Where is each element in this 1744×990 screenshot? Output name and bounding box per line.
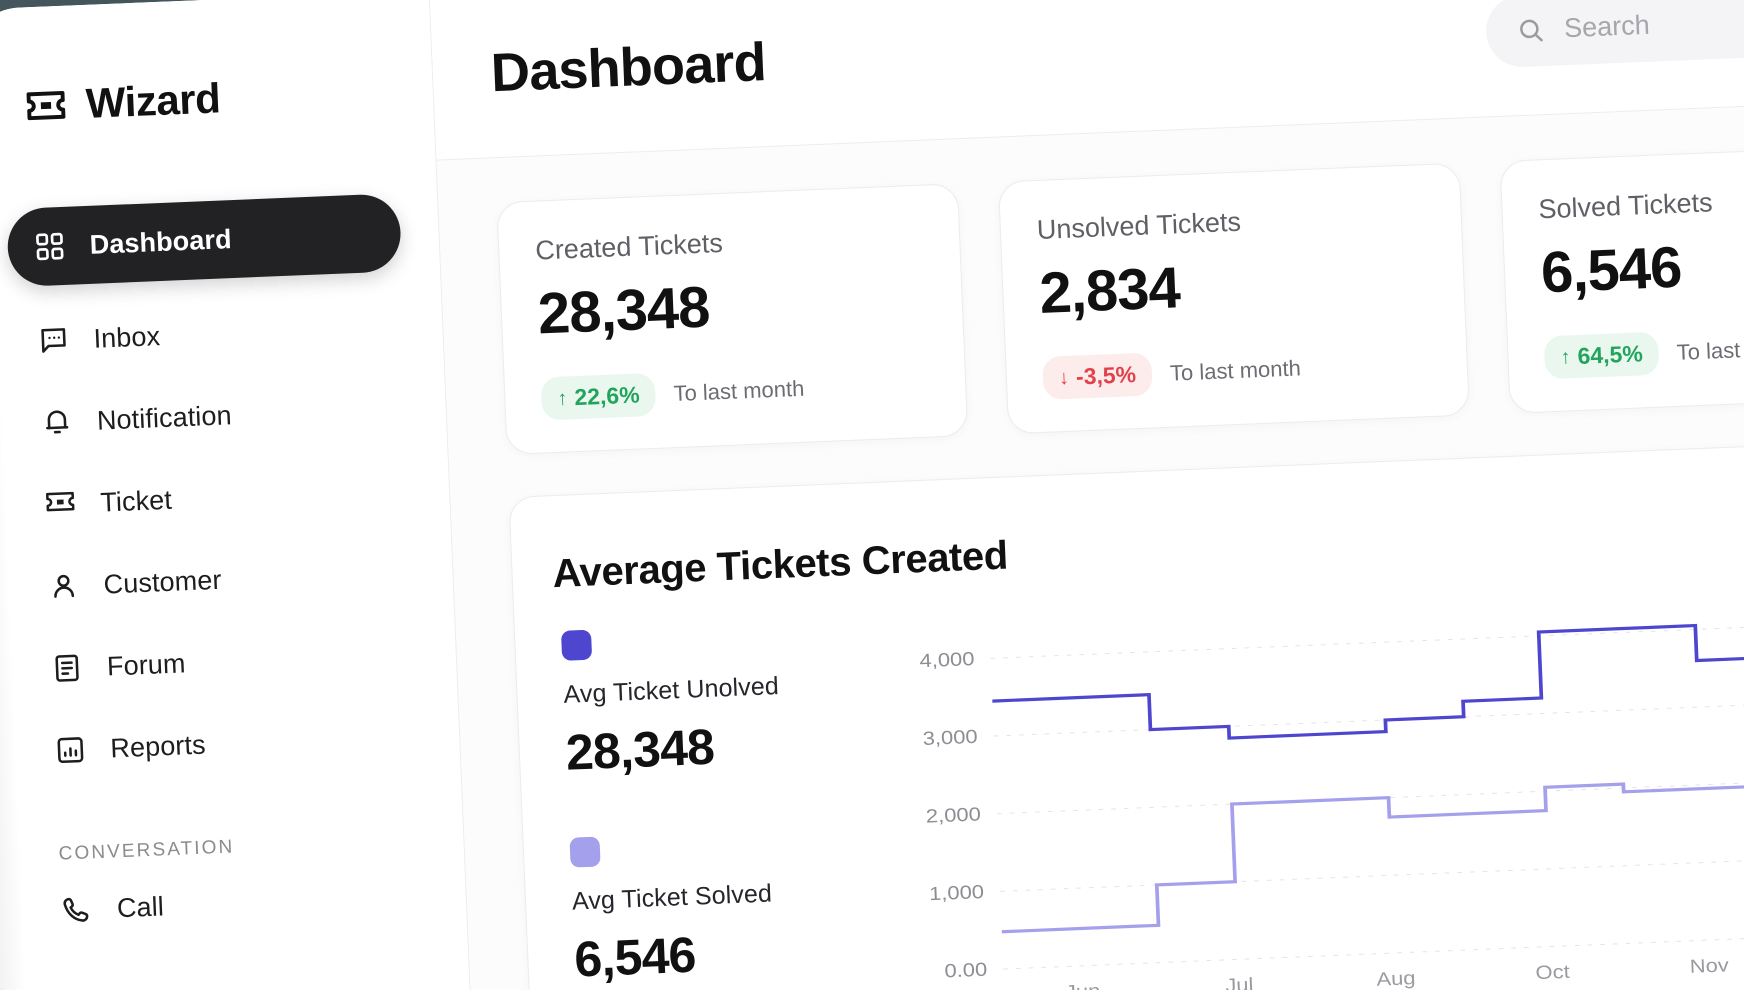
sidebar-item-ticket[interactable]: Ticket	[17, 457, 412, 539]
chart-header-spacer	[1006, 479, 1744, 512]
stat-card-footer: ↑ 22,6% To last month	[540, 362, 930, 421]
sidebar-item-label: Reports	[109, 729, 207, 763]
stat-delta: -3,5%	[1075, 361, 1137, 390]
svg-text:0.00: 0.00	[944, 959, 988, 982]
arrow-up-icon: ↑	[556, 386, 568, 410]
sidebar-item-label: Customer	[103, 564, 223, 600]
svg-text:Jun: Jun	[1065, 980, 1101, 990]
stat-card-value: 6,546	[1539, 234, 1683, 306]
sidebar-item-dashboard[interactable]: Dashboard	[6, 193, 403, 288]
legend-swatch	[569, 836, 601, 868]
sidebar: Wizard Dashboard	[0, 0, 481, 990]
stat-card-footer: ↓ -3,5% To last month	[1042, 341, 1431, 400]
legend-item-unsolved: Avg Ticket Unolved 28,348	[560, 619, 867, 782]
message-icon	[37, 324, 70, 357]
main-content: Dashboard Search	[429, 0, 1744, 990]
stat-delta: 22,6%	[573, 381, 641, 411]
sidebar-item-label: Ticket	[99, 484, 173, 518]
stat-card-unsolved-tickets: Unsolved Tickets 2,834 ↓ -3,5% To last m…	[997, 162, 1470, 435]
search-input[interactable]: Search	[1484, 0, 1744, 68]
topbar-spacer	[766, 32, 1487, 62]
user-icon	[47, 570, 80, 603]
sidebar-item-notification[interactable]: Notification	[14, 375, 409, 457]
stat-delta: 64,5%	[1577, 340, 1644, 369]
sidebar-item-inbox[interactable]: Inbox	[10, 293, 405, 375]
arrow-down-icon: ↓	[1058, 366, 1070, 389]
sidebar-item-label: Inbox	[92, 320, 161, 354]
stat-card-value: 2,834	[1038, 255, 1181, 326]
sidebar-nav-conversation: Call	[0, 861, 467, 946]
chart-plot-area: 4,0003,0002,0001,0000.00JunJulAugOctNovD…	[889, 574, 1744, 990]
svg-text:Oct: Oct	[1535, 961, 1570, 984]
grid-icon	[33, 230, 66, 263]
sidebar-item-reports[interactable]: Reports	[27, 703, 422, 785]
ticket-icon	[44, 488, 77, 521]
stat-card-title: Created Tickets	[534, 227, 724, 266]
sidebar-item-forum[interactable]: Forum	[24, 621, 419, 703]
page-title: Dashboard	[489, 31, 767, 103]
sidebar-item-label: Call	[116, 890, 165, 923]
legend-item-solved: Avg Ticket Solved 6,546	[569, 825, 875, 988]
chart-legend: Avg Ticket Unolved 28,348 Avg Ticket Sol…	[555, 619, 878, 990]
chart-icon	[54, 733, 87, 766]
status-badge: ↑ 22,6%	[540, 372, 657, 421]
stat-card-solved-tickets: Solved Tickets 6,546 ↑ 64,5% To last mon…	[1499, 142, 1744, 414]
stat-card-created-tickets: Created Tickets 28,348 ↑ 22,6% To last m…	[496, 183, 969, 455]
legend-label: Avg Ticket Solved	[571, 879, 773, 916]
dashboard-content: Created Tickets 28,348 ↑ 22,6% To last m…	[437, 96, 1744, 990]
arrow-up-icon: ↑	[1560, 345, 1572, 369]
stat-card-title: Unsolved Tickets	[1036, 206, 1242, 246]
stat-note: To last month	[1169, 354, 1302, 386]
brand-name: Wizard	[84, 74, 222, 127]
status-badge: ↑ 64,5%	[1543, 331, 1660, 380]
svg-text:2,000: 2,000	[925, 804, 981, 828]
top-bar: Dashboard Search	[429, 0, 1744, 161]
legend-value: 6,546	[573, 926, 697, 988]
stat-note: To last month	[673, 375, 805, 406]
status-badge: ↓ -3,5%	[1042, 352, 1153, 400]
svg-text:Aug: Aug	[1376, 967, 1416, 990]
svg-text:3,000: 3,000	[922, 726, 978, 750]
chart-header: Average Tickets Created Monthly	[551, 473, 1744, 597]
svg-text:1,000: 1,000	[929, 881, 985, 905]
stat-card-value: 28,348	[536, 274, 711, 347]
phone-icon	[60, 893, 93, 926]
svg-text:Jul: Jul	[1225, 974, 1254, 990]
chart-body: Avg Ticket Unolved 28,348 Avg Ticket Sol…	[555, 574, 1744, 990]
stat-card-title: Solved Tickets	[1537, 187, 1714, 225]
search-icon	[1516, 14, 1547, 45]
sidebar-item-customer[interactable]: Customer	[20, 539, 415, 621]
legend-swatch	[560, 629, 593, 661]
brand-logo[interactable]: Wizard	[0, 66, 434, 133]
sidebar-item-label: Notification	[96, 399, 233, 436]
ticket-icon	[23, 88, 68, 124]
bell-icon	[40, 406, 73, 439]
stat-card-footer: ↑ 64,5% To last month	[1543, 320, 1744, 380]
chart-card-average-tickets: Average Tickets Created Monthly	[508, 436, 1744, 990]
sidebar-item-label: Dashboard	[89, 223, 233, 260]
sidebar-item-label: Forum	[106, 647, 187, 682]
chart-title: Average Tickets Created	[551, 533, 1009, 597]
document-icon	[50, 652, 83, 685]
svg-text:4,000: 4,000	[919, 648, 975, 672]
stat-note: To last month	[1676, 334, 1744, 365]
svg-text:Nov: Nov	[1689, 955, 1730, 978]
stat-card-row: Created Tickets 28,348 ↑ 22,6% To last m…	[496, 142, 1744, 455]
legend-label: Avg Ticket Unolved	[563, 672, 780, 709]
legend-value: 28,348	[564, 718, 716, 781]
search-placeholder: Search	[1563, 9, 1651, 44]
sidebar-nav: Dashboard Inbox	[0, 192, 460, 787]
line-chart-svg: 4,0003,0002,0001,0000.00JunJulAugOctNovD…	[919, 619, 1744, 990]
sidebar-item-call[interactable]: Call	[34, 863, 429, 945]
